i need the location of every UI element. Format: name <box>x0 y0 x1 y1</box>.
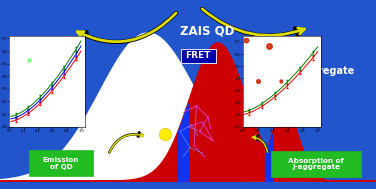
FancyArrowPatch shape <box>79 13 176 42</box>
Text: J-aggregate: J-aggregate <box>291 66 355 76</box>
FancyArrowPatch shape <box>109 132 143 153</box>
FancyBboxPatch shape <box>29 150 93 176</box>
FancyArrowPatch shape <box>202 9 305 36</box>
FancyArrowPatch shape <box>253 136 268 152</box>
Text: Emission
of QD: Emission of QD <box>43 156 79 170</box>
Text: Absorption of
J-aggregate: Absorption of J-aggregate <box>288 157 344 170</box>
FancyBboxPatch shape <box>271 151 361 177</box>
FancyArrowPatch shape <box>77 13 176 42</box>
Text: FRET: FRET <box>185 51 211 60</box>
FancyArrowPatch shape <box>252 136 268 152</box>
FancyBboxPatch shape <box>180 49 215 63</box>
Text: ZAIS QD: ZAIS QD <box>180 25 234 37</box>
FancyArrowPatch shape <box>109 133 144 153</box>
FancyArrowPatch shape <box>202 9 303 36</box>
